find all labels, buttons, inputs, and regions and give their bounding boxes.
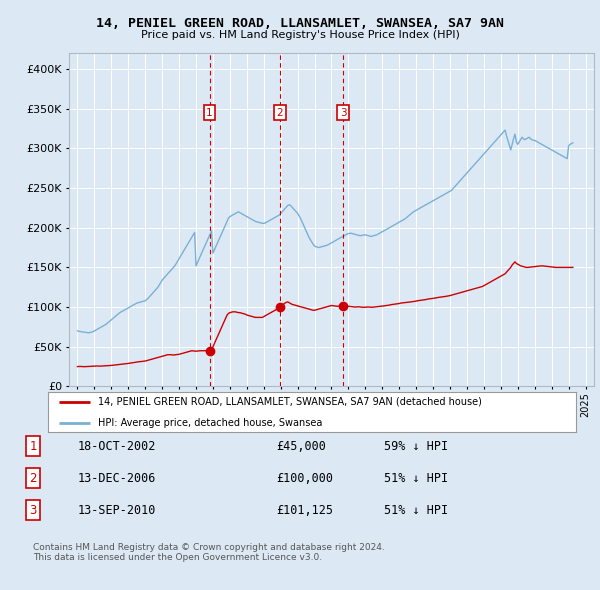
Text: £100,000: £100,000 bbox=[276, 472, 333, 485]
Text: Price paid vs. HM Land Registry's House Price Index (HPI): Price paid vs. HM Land Registry's House … bbox=[140, 30, 460, 40]
Text: 14, PENIEL GREEN ROAD, LLANSAMLET, SWANSEA, SA7 9AN (detached house): 14, PENIEL GREEN ROAD, LLANSAMLET, SWANS… bbox=[98, 397, 482, 407]
Text: 18-OCT-2002: 18-OCT-2002 bbox=[78, 440, 157, 453]
Text: 1: 1 bbox=[206, 107, 213, 117]
Text: £101,125: £101,125 bbox=[276, 504, 333, 517]
Text: 2: 2 bbox=[277, 107, 283, 117]
Text: 51% ↓ HPI: 51% ↓ HPI bbox=[384, 504, 448, 517]
Text: 3: 3 bbox=[29, 504, 37, 517]
Text: 59% ↓ HPI: 59% ↓ HPI bbox=[384, 440, 448, 453]
Text: 2: 2 bbox=[29, 472, 37, 485]
Text: 13-SEP-2010: 13-SEP-2010 bbox=[78, 504, 157, 517]
Text: 1: 1 bbox=[29, 440, 37, 453]
Text: £45,000: £45,000 bbox=[276, 440, 326, 453]
Text: HPI: Average price, detached house, Swansea: HPI: Average price, detached house, Swan… bbox=[98, 418, 323, 428]
Text: 3: 3 bbox=[340, 107, 347, 117]
Text: 14, PENIEL GREEN ROAD, LLANSAMLET, SWANSEA, SA7 9AN: 14, PENIEL GREEN ROAD, LLANSAMLET, SWANS… bbox=[96, 17, 504, 30]
Text: 13-DEC-2006: 13-DEC-2006 bbox=[78, 472, 157, 485]
Text: 51% ↓ HPI: 51% ↓ HPI bbox=[384, 472, 448, 485]
Text: Contains HM Land Registry data © Crown copyright and database right 2024.
This d: Contains HM Land Registry data © Crown c… bbox=[33, 543, 385, 562]
